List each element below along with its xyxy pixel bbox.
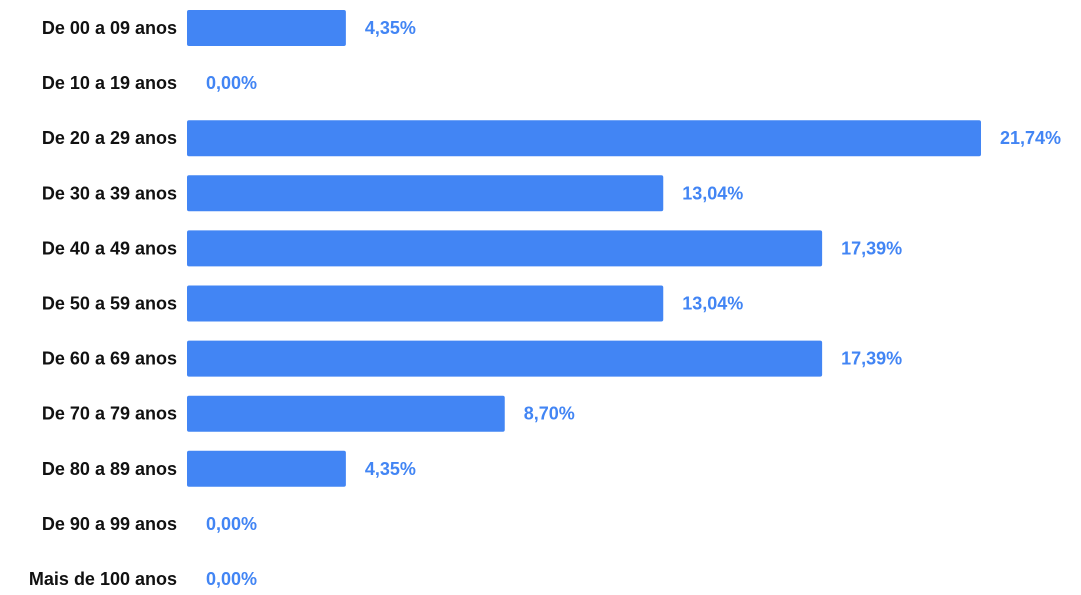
value-label: 17,39%: [841, 238, 902, 258]
bar: [187, 340, 823, 377]
value-label: 4,35%: [365, 18, 416, 38]
value-label: 8,70%: [524, 404, 575, 424]
category-label: De 30 a 39 anos: [42, 183, 177, 203]
category-label: De 40 a 49 anos: [42, 238, 177, 258]
bar: [187, 175, 664, 212]
category-labels: De 00 a 09 anos De 10 a 19 anos De 20 a 29…: [29, 18, 177, 589]
bars: [187, 10, 981, 487]
bar: [187, 450, 346, 487]
value-label: 13,04%: [682, 294, 743, 314]
bar: [187, 120, 981, 157]
value-label: 17,39%: [841, 349, 902, 369]
bar: [187, 10, 346, 46]
value-label: 13,04%: [682, 183, 743, 203]
category-label: De 60 a 69 anos: [42, 349, 177, 369]
category-label: De 80 a 89 anos: [42, 459, 177, 479]
category-label: De 10 a 19 anos: [42, 73, 177, 93]
category-label: De 70 a 79 anos: [42, 404, 177, 424]
category-label: De 50 a 59 anos: [42, 294, 177, 314]
value-label: 0,00%: [206, 73, 257, 93]
bar: [187, 230, 823, 267]
value-label: 4,35%: [365, 459, 416, 479]
value-label: 0,00%: [206, 514, 257, 534]
bar: [187, 395, 505, 432]
category-label: Mais de 100 anos: [29, 569, 177, 589]
category-label: De 90 a 99 anos: [42, 514, 177, 534]
value-label: 21,74%: [1000, 128, 1061, 148]
category-label: De 20 a 29 anos: [42, 128, 177, 148]
category-label: De 00 a 09 anos: [42, 18, 177, 38]
value-labels: 4,35% 0,00% 21,74% 13,04% 17,39% 13,04% 17,39%…: [206, 18, 1061, 589]
value-label: 0,00%: [206, 569, 257, 589]
bar: [187, 285, 664, 322]
